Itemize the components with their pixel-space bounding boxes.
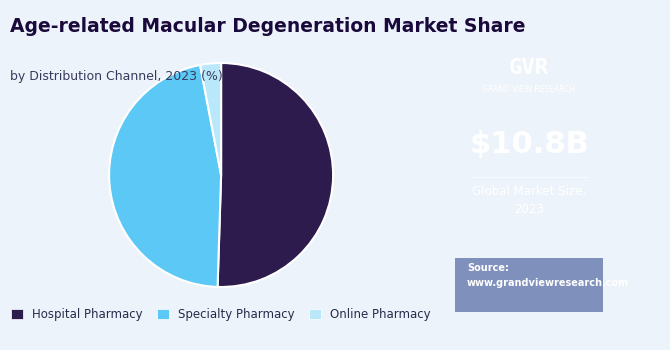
Text: $10.8B: $10.8B	[469, 130, 589, 159]
Text: Source:
www.grandviewresearch.com: Source: www.grandviewresearch.com	[467, 263, 629, 288]
Text: Global Market Size,
2023: Global Market Size, 2023	[472, 185, 586, 216]
Legend: Hospital Pharmacy, Specialty Pharmacy, Online Pharmacy: Hospital Pharmacy, Specialty Pharmacy, O…	[7, 303, 436, 326]
Text: by Distribution Channel, 2023 (%): by Distribution Channel, 2023 (%)	[10, 70, 223, 83]
Text: GVR: GVR	[509, 58, 549, 78]
Wedge shape	[200, 63, 221, 175]
Wedge shape	[109, 65, 221, 287]
Text: GRAND VIEW RESEARCH: GRAND VIEW RESEARCH	[482, 85, 576, 94]
Bar	[455, 258, 603, 312]
Wedge shape	[218, 63, 333, 287]
Text: Age-related Macular Degeneration Market Share: Age-related Macular Degeneration Market …	[10, 18, 525, 36]
